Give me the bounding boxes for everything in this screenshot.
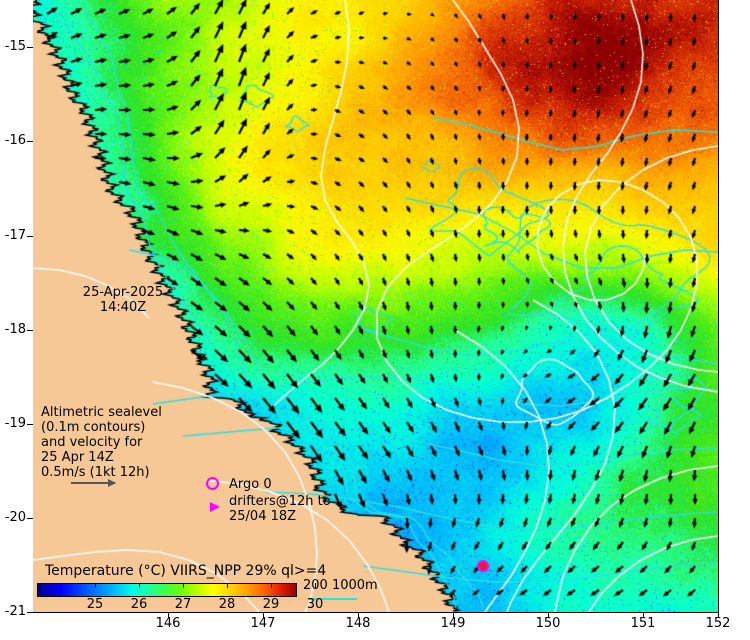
y-axis-tick-mark bbox=[27, 141, 33, 142]
x-axis-tick-label: 148 bbox=[345, 616, 371, 631]
map-plot-area[interactable]: 25-Apr-2025 14:40Z Altimetric sealevel (… bbox=[33, 0, 719, 613]
colorbar-tick-mark bbox=[139, 583, 140, 588]
y-axis-tick-label: -19 bbox=[4, 416, 26, 431]
colorbar-tick-label: 26 bbox=[130, 597, 148, 612]
y-axis-tick-mark bbox=[27, 424, 33, 425]
y-axis-tick-label: -21 bbox=[4, 604, 26, 619]
x-axis-tick-mark bbox=[358, 612, 359, 618]
colorbar-tick-mark bbox=[95, 583, 96, 588]
colorbar-tick-label: 28 bbox=[218, 597, 236, 612]
colorbar-tick-label: 27 bbox=[174, 597, 192, 612]
y-axis-tick-label: -16 bbox=[4, 133, 26, 148]
x-axis-tick-mark bbox=[168, 612, 169, 618]
map-overlay-layer bbox=[33, 0, 718, 612]
x-axis-tick-label: 147 bbox=[250, 616, 276, 631]
x-axis-tick-label: 152 bbox=[705, 616, 731, 631]
colorbar-tick-mark bbox=[271, 583, 272, 588]
y-axis-tick-mark bbox=[27, 330, 33, 331]
argo-legend-label: Argo 0 bbox=[229, 477, 272, 492]
y-axis-tick-mark bbox=[27, 236, 33, 237]
y-axis-tick-label: -17 bbox=[4, 228, 26, 243]
colorbar-gradient bbox=[37, 583, 297, 597]
bathymetry-legend-label: 200 1000m bbox=[303, 578, 378, 593]
y-axis-tick-label: -15 bbox=[4, 39, 26, 54]
x-axis-tick-mark bbox=[643, 612, 644, 618]
colorbar-tick-label: 29 bbox=[262, 597, 280, 612]
colorbar-tick-label: 25 bbox=[86, 597, 104, 612]
x-axis-tick-mark bbox=[263, 612, 264, 618]
timestamp-annotation: 25-Apr-2025 14:40Z bbox=[82, 285, 164, 315]
x-axis-tick-mark bbox=[718, 612, 719, 618]
x-axis-tick-mark bbox=[453, 612, 454, 618]
x-axis-tick-mark bbox=[548, 612, 549, 618]
x-axis-tick-label: 146 bbox=[155, 616, 181, 631]
x-axis-tick-label: 150 bbox=[535, 616, 561, 631]
argo-float-marker[interactable] bbox=[477, 560, 489, 572]
colorbar-title: Temperature (°C) VIIRS_NPP 29% ql>=4 bbox=[45, 563, 327, 579]
colorbar-tick-mark bbox=[315, 583, 316, 588]
x-axis-tick-label: 151 bbox=[630, 616, 656, 631]
colorbar-tick-label: 30 bbox=[306, 597, 324, 612]
colorbar-tick-mark bbox=[183, 583, 184, 588]
y-axis-tick-label: -18 bbox=[4, 322, 26, 337]
colorbar-tick-mark bbox=[227, 583, 228, 588]
altimetry-annotation: Altimetric sealevel (0.1m contours) and … bbox=[41, 405, 162, 480]
drifter-legend-label: drifters@12h to 25/04 18Z bbox=[229, 494, 331, 524]
y-axis-tick-mark bbox=[27, 612, 33, 613]
y-axis-tick-mark bbox=[27, 518, 33, 519]
drifter-triangle-icon bbox=[210, 502, 220, 512]
credit-text: © IMOS 30-Apr-2025 13:09:31 Hobart time … bbox=[721, 0, 749, 612]
y-axis-tick-mark bbox=[27, 47, 33, 48]
x-axis-tick-label: 149 bbox=[440, 616, 466, 631]
y-axis-tick-label: -20 bbox=[4, 510, 26, 525]
velocity-scale-arrow-icon bbox=[71, 479, 116, 487]
argo-circle-icon bbox=[206, 477, 219, 490]
bathymetry-legend-line bbox=[309, 598, 357, 600]
